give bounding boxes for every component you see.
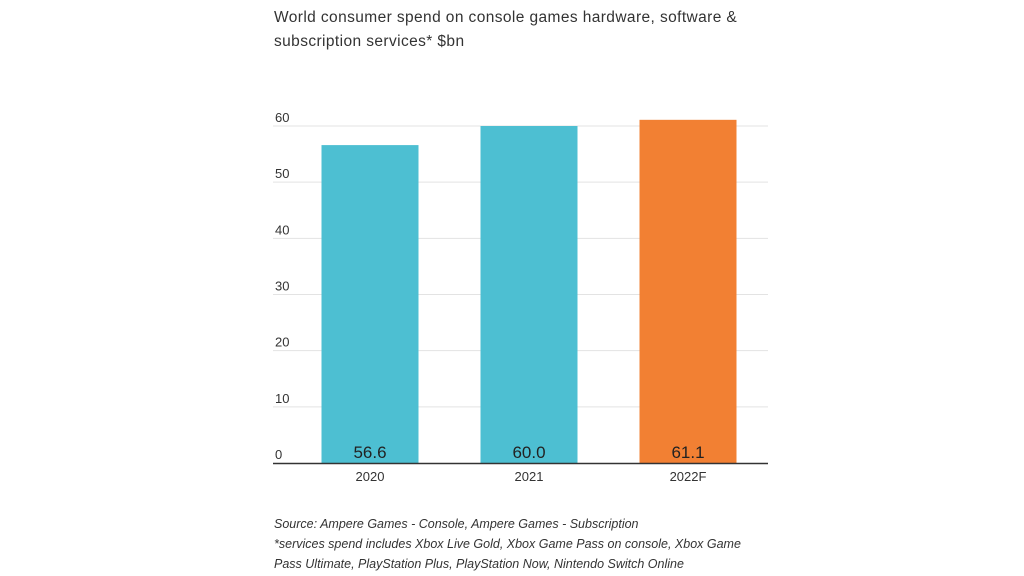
source-note: Source: Ampere Games - Console, Ampere G… [274,517,639,531]
y-tick-label: 50 [275,166,289,181]
bar-2021 [480,126,578,463]
x-tick-label: 2021 [515,469,544,484]
bar-2022F [639,119,737,464]
bars [321,119,737,464]
value-label: 61.1 [671,443,704,462]
y-tick-label: 20 [275,335,289,350]
y-tick-label: 60 [275,110,289,125]
value-label: 60.0 [512,443,545,462]
y-axis-ticks: 0 10 20 30 40 50 60 [275,110,289,462]
value-label: 56.6 [353,443,386,462]
y-tick-label: 0 [275,447,282,462]
services-note-line-2: Pass Ultimate, PlayStation Plus, PlaySta… [274,557,684,571]
x-tick-label: 2022F [670,469,707,484]
chart-title: World consumer spend on console games ha… [274,9,738,50]
bar-2020 [321,145,419,463]
x-tick-label: 2020 [356,469,385,484]
x-axis-ticks: 2020 2021 2022F [356,469,707,484]
value-labels: 56.6 60.0 61.1 [353,443,704,462]
y-tick-label: 10 [275,391,289,406]
y-tick-label: 40 [275,222,289,237]
y-tick-label: 30 [275,279,289,294]
services-note-line-1: *services spend includes Xbox Live Gold,… [274,537,741,551]
source-notes: Source: Ampere Games - Console, Ampere G… [274,514,774,574]
